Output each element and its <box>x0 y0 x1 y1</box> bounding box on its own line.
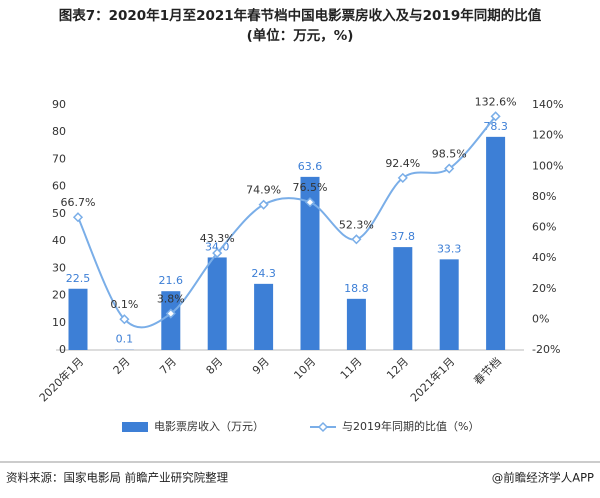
line-label: 98.5% <box>432 148 467 161</box>
line-marker <box>444 163 455 174</box>
line-marker <box>490 111 501 122</box>
bar <box>300 176 320 350</box>
line-marker <box>304 197 316 208</box>
x-tick-label: 2020年1月 <box>36 354 86 404</box>
legend-swatch <box>122 422 148 432</box>
line-label: 43.3% <box>200 232 235 245</box>
line-label: 74.9% <box>246 184 281 197</box>
y-tick-label: 40 <box>52 234 66 247</box>
x-tick-label: 12月 <box>384 355 411 382</box>
y-tick-label: 0 <box>59 343 66 356</box>
y-tick-label: 50 <box>52 207 66 220</box>
bar <box>254 283 274 350</box>
x-tick-label: 2月 <box>111 355 133 377</box>
y-tick-label: 80 <box>52 125 66 138</box>
x-tick-label: 11月 <box>338 355 365 382</box>
legend-marker <box>317 421 329 433</box>
x-tick-label: 9月 <box>250 355 272 377</box>
bar-label: 33.3 <box>437 242 462 255</box>
y2-tick-label: 80% <box>532 190 556 203</box>
x-tick-label: 10月 <box>291 355 318 382</box>
credit: @前瞻经济学人APP <box>492 471 594 485</box>
bar-label: 0.1 <box>116 333 134 346</box>
bar <box>161 291 181 350</box>
line-label: 66.7% <box>61 196 96 209</box>
x-tick-label: 2021年1月 <box>407 354 457 404</box>
y-tick-label: 60 <box>52 180 66 193</box>
line-marker <box>258 199 269 210</box>
line-marker <box>72 212 84 223</box>
legend-label: 与2019年同期的比值（%） <box>342 419 479 433</box>
line-label: 92.4% <box>385 157 420 170</box>
y-tick-label: 10 <box>52 316 66 329</box>
y2-tick-label: -20% <box>532 343 560 356</box>
line-label: 132.6% <box>475 95 517 108</box>
bar-label: 37.8 <box>391 230 416 243</box>
bar <box>439 259 459 350</box>
y-tick-label: 30 <box>52 261 66 274</box>
line-label: 0.1% <box>110 298 138 311</box>
x-tick-label: 7月 <box>157 355 179 377</box>
line-marker <box>165 308 176 319</box>
line-marker <box>212 248 223 259</box>
bar <box>393 247 413 350</box>
line <box>77 115 497 329</box>
bar-label: 18.8 <box>344 282 369 295</box>
y-tick-label: 70 <box>52 152 66 165</box>
y-tick-label: 20 <box>52 289 66 302</box>
y2-tick-label: 140% <box>532 98 563 111</box>
chart-title: 图表7：2020年1月至2021年春节档中国电影票房收入及与2019年同期的比值 <box>59 7 542 24</box>
line-marker <box>119 314 130 325</box>
line-marker <box>351 234 362 245</box>
bar <box>346 298 366 350</box>
bar <box>207 257 227 350</box>
y2-tick-label: 20% <box>532 282 556 295</box>
y2-tick-label: 0% <box>532 312 549 325</box>
bar-label: 63.6 <box>298 160 323 173</box>
y2-tick-label: 100% <box>532 159 563 172</box>
y-tick-label: 90 <box>52 98 66 111</box>
line-label: 76.5% <box>293 181 328 194</box>
y2-tick-label: 120% <box>532 129 563 142</box>
bar-label: 34.0 <box>205 240 230 253</box>
bar <box>68 288 88 350</box>
bar-label: 21.6 <box>159 274 184 287</box>
x-tick-label: 春节档 <box>471 354 504 387</box>
source: 资料来源：国家电影局 前瞻产业研究院整理 <box>6 471 229 485</box>
line-label: 52.3% <box>339 218 374 231</box>
x-tick-label: 8月 <box>204 355 226 377</box>
bar-label: 24.3 <box>251 267 276 280</box>
line-label: 3.8% <box>157 293 185 306</box>
bar <box>486 136 506 350</box>
line-marker <box>397 172 408 183</box>
chart-subtitle: (单位：万元，%) <box>247 27 354 44</box>
legend-label: 电影票房收入（万元） <box>154 419 264 433</box>
y2-tick-label: 40% <box>532 251 556 264</box>
bar-label: 22.5 <box>66 272 91 285</box>
y2-tick-label: 60% <box>532 221 556 234</box>
